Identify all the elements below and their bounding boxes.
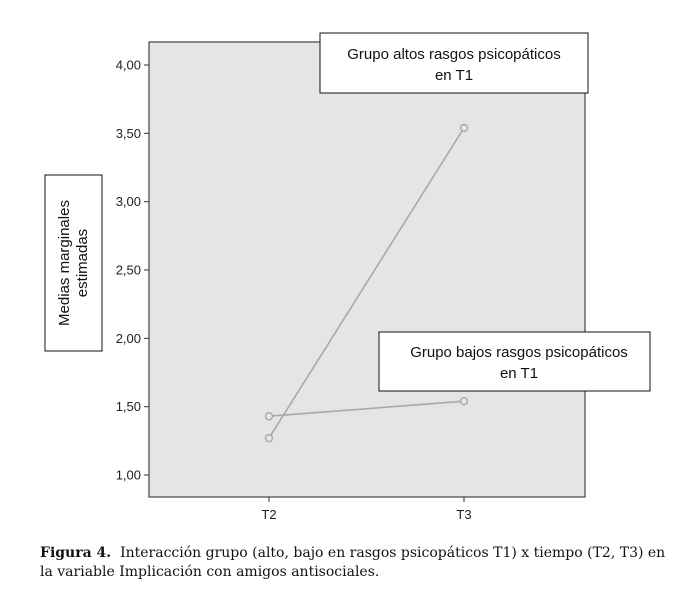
data-point-high-T3 xyxy=(459,123,469,133)
x-tick-label: T3 xyxy=(456,507,471,522)
series-label-high-line2: en T1 xyxy=(435,67,473,84)
series-line-high xyxy=(268,127,465,439)
data-point-low-T2 xyxy=(264,412,274,421)
interaction-chart: 1,00 1,50 2,00 2,50 3,00 3,50 4,00 T2 T3 Medias… xyxy=(44,32,651,522)
series-label-low-line1: Grupo bajos rasgos psicopáticos xyxy=(410,344,628,361)
data-point-high-T2 xyxy=(264,433,274,443)
y-tick-label: 1,50 xyxy=(116,399,141,414)
y-tick-label: 3,00 xyxy=(116,194,141,209)
y-tick-label: 1,00 xyxy=(116,468,141,483)
caption-text: Interacción grupo (alto, bajo en rasgos … xyxy=(40,545,666,580)
y-axis-label-box xyxy=(44,174,103,352)
y-axis-label-line1: Medias marginales xyxy=(56,200,73,326)
series-label-low-line2: en T1 xyxy=(500,365,538,382)
series-label-high-line1: Grupo altos rasgos psicopáticos xyxy=(347,46,560,63)
data-point-low-T3 xyxy=(459,397,469,406)
x-tick-label: T2 xyxy=(261,507,276,522)
series-group xyxy=(264,123,469,443)
y-axis-label-line2: estimadas xyxy=(74,229,91,297)
y-axis: 1,00 1,50 2,00 2,50 3,00 3,50 4,00 xyxy=(116,58,149,483)
series-label-box-low xyxy=(378,331,651,392)
series-line-low xyxy=(268,400,465,418)
y-tick-label: 4,00 xyxy=(116,58,141,73)
y-tick-label: 2,00 xyxy=(116,331,141,346)
series-label-box-high xyxy=(319,32,589,94)
figure-caption: Figura 4. Interacción grupo (alto, bajo … xyxy=(40,544,670,582)
caption-label: Figura 4. xyxy=(40,545,112,561)
y-tick-label: 2,50 xyxy=(116,263,141,278)
plot-area xyxy=(148,41,586,498)
x-axis: T2 T3 xyxy=(261,497,472,522)
y-tick-label: 3,50 xyxy=(116,126,141,141)
